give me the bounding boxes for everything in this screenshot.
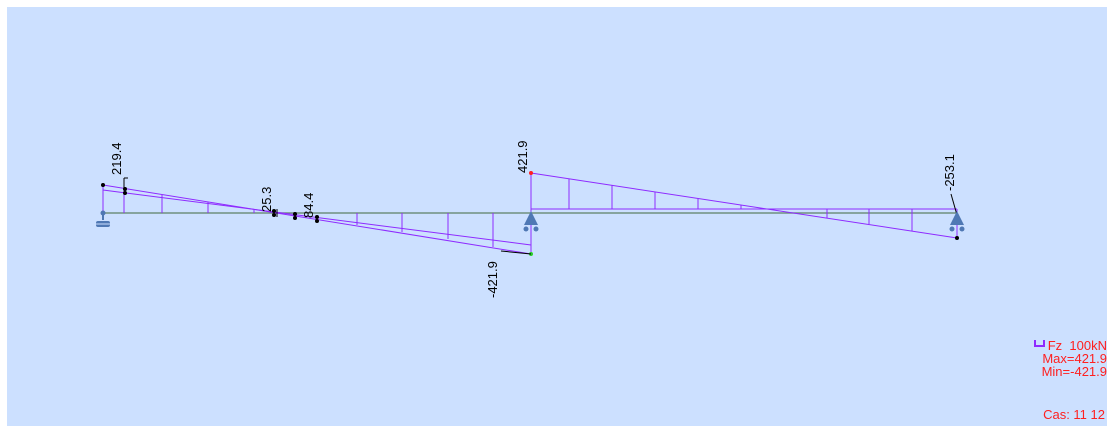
max-point-marker: [529, 171, 533, 175]
value-label-support-max: 421.9: [515, 140, 530, 173]
middle-support-icon: [523, 211, 539, 232]
value-label-mid2: 84.4: [301, 193, 316, 218]
value-label-mid1: 25.3: [259, 187, 274, 212]
legend-scale: 100kN: [1069, 338, 1107, 353]
legend-max: Max=421.9: [1042, 351, 1107, 366]
legend-component-row: Fz 100kN: [1012, 339, 1107, 352]
case-label: Cas: 11 12: [1043, 407, 1105, 422]
left-support-icon: [96, 210, 110, 227]
legend-component: Fz: [1047, 338, 1063, 353]
right-support-icon: [949, 211, 965, 232]
diagram-canvas: 219.4 25.3 84.4 421.9 -421.9 -253.1 Fz 1…: [7, 7, 1107, 426]
component-bracket-icon: [1033, 340, 1045, 348]
value-label-end: -253.1: [942, 154, 957, 191]
leader-lines: [123, 177, 958, 255]
legend-min: Min=-421.9: [1041, 364, 1107, 379]
legend: Fz 100kN Max=421.9 Min=-421.9: [1012, 339, 1107, 378]
span2-diagram: [530, 172, 958, 239]
section-markers: [101, 183, 959, 240]
value-label-support-min: -421.9: [485, 261, 500, 298]
value-label-start: 219.4: [109, 142, 124, 175]
shear-diagram-svg: 219.4 25.3 84.4 421.9 -421.9 -253.1: [96, 140, 965, 298]
